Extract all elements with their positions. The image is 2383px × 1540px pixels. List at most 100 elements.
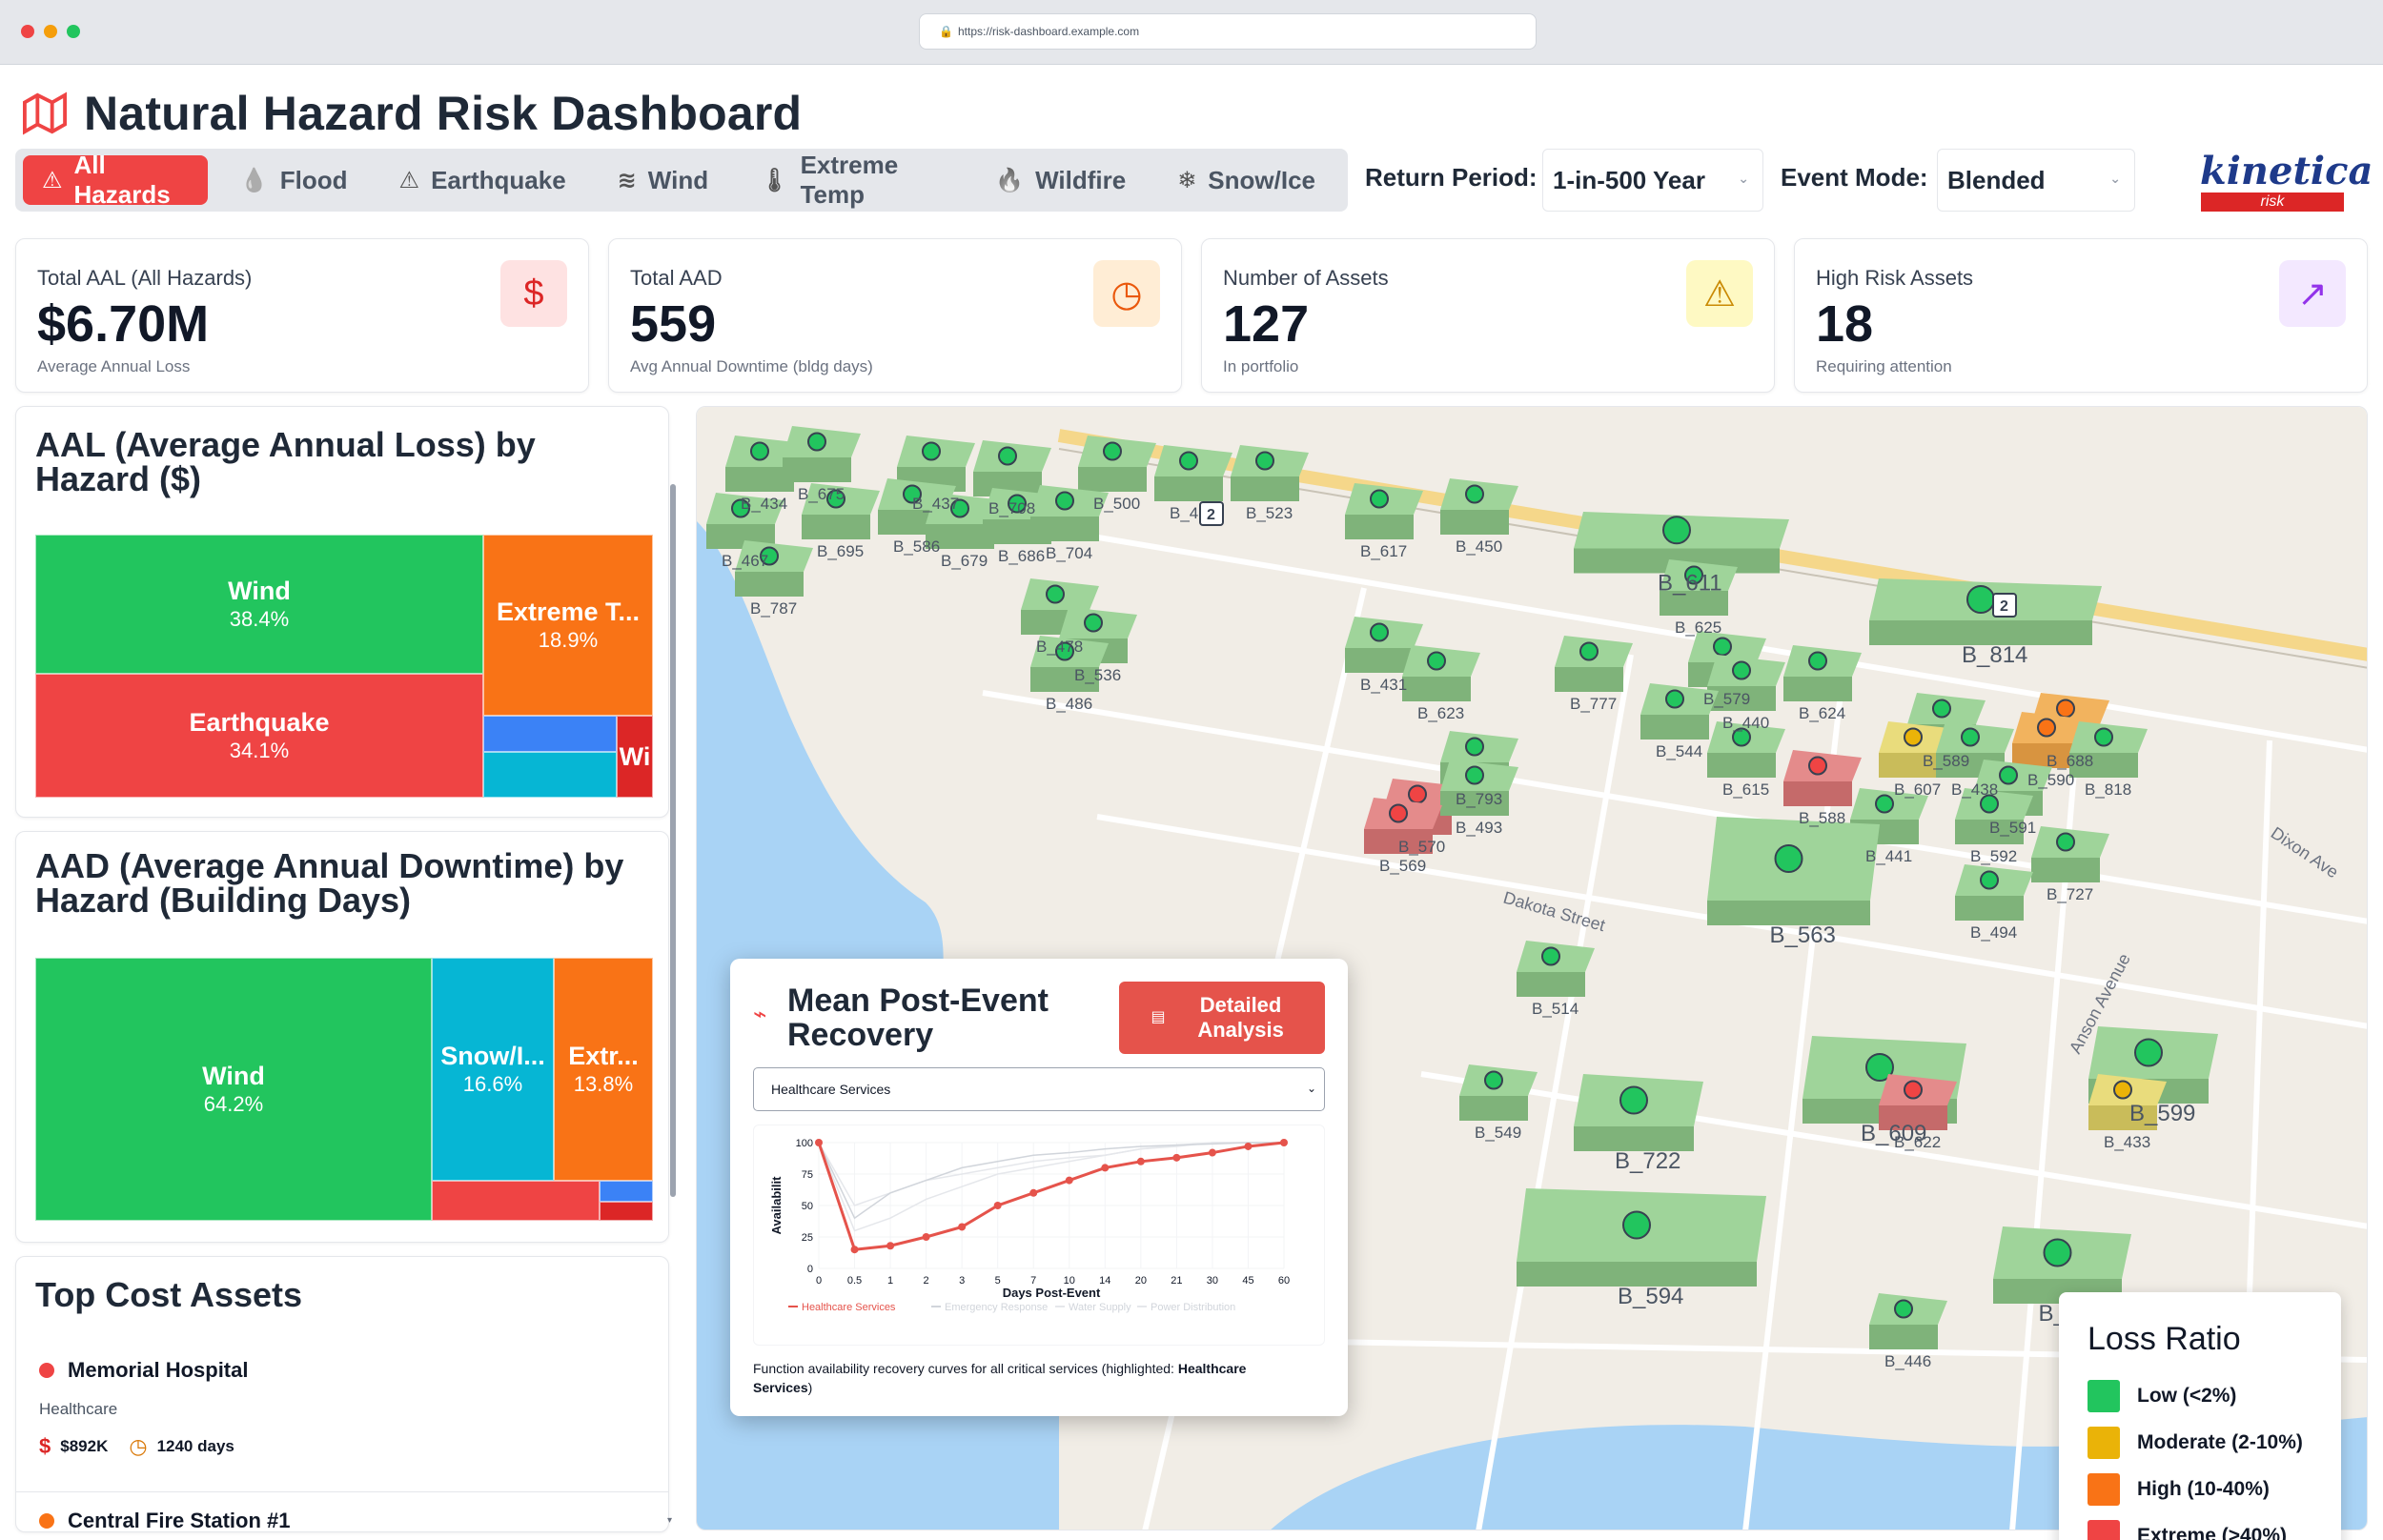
asset-marker[interactable] bbox=[1046, 584, 1065, 604]
asset-marker[interactable] bbox=[1774, 844, 1803, 873]
asset-marker[interactable] bbox=[760, 546, 779, 566]
asset-marker[interactable] bbox=[1622, 1210, 1651, 1240]
building-b-493[interactable] bbox=[1440, 760, 1518, 816]
building-b-549[interactable] bbox=[1459, 1064, 1538, 1121]
asset-marker[interactable] bbox=[1103, 441, 1122, 461]
asset-marker[interactable] bbox=[1684, 565, 1703, 585]
building-b-440[interactable] bbox=[1707, 655, 1785, 711]
asset-marker[interactable] bbox=[1008, 494, 1027, 514]
asset-marker[interactable] bbox=[1713, 637, 1732, 657]
address-bar[interactable]: 🔒 https://risk-dashboard.example.com bbox=[919, 13, 1537, 50]
asset-marker[interactable] bbox=[1980, 794, 1999, 814]
building-b-446[interactable] bbox=[1869, 1293, 1947, 1349]
building-b-623[interactable] bbox=[1402, 645, 1480, 701]
building-b-777[interactable] bbox=[1555, 636, 1633, 692]
window-close-dot[interactable] bbox=[21, 25, 34, 38]
tab-earthquake[interactable]: ⚠ Earthquake bbox=[380, 155, 585, 205]
asset-marker[interactable] bbox=[1966, 585, 1995, 614]
window-minimize-dot[interactable] bbox=[44, 25, 57, 38]
building-b-617[interactable] bbox=[1345, 483, 1423, 539]
building-b-695[interactable] bbox=[802, 483, 880, 539]
building-b-722[interactable] bbox=[1574, 1074, 1703, 1151]
asset-marker[interactable] bbox=[903, 484, 922, 504]
asset-marker[interactable] bbox=[1370, 489, 1389, 509]
asset-marker[interactable] bbox=[1808, 756, 1827, 776]
building-b-704[interactable] bbox=[1030, 485, 1109, 541]
building-b-590[interactable] bbox=[2012, 712, 2090, 768]
asset-marker[interactable] bbox=[2056, 699, 2075, 719]
building-b-431[interactable] bbox=[1345, 617, 1423, 673]
detailed-analysis-button[interactable]: ▤ Detailed Analysis bbox=[1119, 982, 1325, 1054]
asset-marker[interactable] bbox=[1662, 516, 1691, 545]
asset-marker[interactable] bbox=[1665, 689, 1684, 709]
building-b-450[interactable] bbox=[1440, 478, 1518, 535]
building-b-787[interactable] bbox=[735, 540, 813, 597]
asset-marker[interactable] bbox=[1999, 765, 2018, 785]
treemap-cell[interactable] bbox=[432, 1181, 600, 1221]
asset-marker[interactable] bbox=[1932, 699, 1951, 719]
asset-marker[interactable] bbox=[1619, 1085, 1648, 1115]
asset-marker[interactable] bbox=[1579, 641, 1599, 661]
building-b-569[interactable] bbox=[1364, 798, 1442, 854]
building-b-625[interactable] bbox=[1660, 559, 1738, 616]
asset-marker[interactable] bbox=[2043, 1238, 2072, 1267]
building-b-438[interactable] bbox=[1936, 721, 2014, 778]
asset-marker[interactable] bbox=[1055, 491, 1074, 511]
building-b-615[interactable] bbox=[1707, 721, 1785, 778]
asset-marker[interactable] bbox=[1865, 1053, 1894, 1082]
asset-marker[interactable] bbox=[1904, 1080, 1923, 1100]
treemap-cell[interactable] bbox=[600, 1181, 653, 1202]
asset-marker[interactable] bbox=[1465, 737, 1484, 757]
left-column-scrollbar[interactable] bbox=[670, 484, 676, 1197]
asset-marker[interactable] bbox=[1894, 1299, 1913, 1319]
asset-marker[interactable] bbox=[2134, 1038, 2163, 1067]
asset-marker[interactable] bbox=[1732, 727, 1751, 747]
building-b-523[interactable] bbox=[1231, 445, 1309, 501]
tab-snow-ice[interactable]: ❄ Snow/Ice bbox=[1158, 155, 1334, 205]
building-b-592[interactable] bbox=[1955, 788, 2033, 844]
asset-marker[interactable] bbox=[1875, 794, 1894, 814]
asset-marker[interactable] bbox=[1465, 765, 1484, 785]
building-b-716[interactable] bbox=[1993, 1226, 2131, 1304]
treemap-cell[interactable]: Wi bbox=[617, 716, 653, 798]
building-b-514[interactable] bbox=[1517, 941, 1595, 997]
treemap-cell[interactable]: Earthquake 34.1% bbox=[35, 674, 483, 798]
asset-marker[interactable] bbox=[731, 498, 750, 518]
asset-marker[interactable] bbox=[2056, 832, 2075, 852]
building-b-486[interactable] bbox=[1030, 636, 1109, 692]
tab-all-hazards[interactable]: ⚠ All Hazards bbox=[23, 151, 208, 209]
asset-marker[interactable] bbox=[1980, 870, 1999, 890]
asset-marker[interactable] bbox=[1465, 484, 1484, 504]
tab-wildfire[interactable]: 🔥 Wildfire bbox=[976, 155, 1145, 205]
building-b-708[interactable] bbox=[973, 440, 1051, 496]
building-b-494[interactable] bbox=[1955, 864, 2033, 921]
asset-marker[interactable] bbox=[750, 441, 769, 461]
asset-marker[interactable] bbox=[1427, 651, 1446, 671]
asset-item[interactable]: Central Fire Station #1 bbox=[39, 1509, 291, 1531]
asset-marker[interactable] bbox=[1389, 803, 1408, 823]
treemap-cell[interactable] bbox=[483, 716, 617, 752]
asset-marker[interactable] bbox=[2037, 718, 2056, 738]
building-b-818[interactable] bbox=[2069, 721, 2148, 778]
building-b-624[interactable] bbox=[1783, 645, 1862, 701]
asset-marker[interactable] bbox=[922, 441, 941, 461]
asset-marker[interactable] bbox=[2094, 727, 2113, 747]
tab-wind[interactable]: ≋ Wind bbox=[599, 155, 727, 205]
treemap-cell[interactable]: Extr... 13.8% bbox=[554, 958, 653, 1181]
asset-marker[interactable] bbox=[1808, 651, 1827, 671]
return-period-select[interactable]: 1-in-500 Year ⌄ bbox=[1542, 149, 1763, 212]
asset-marker[interactable] bbox=[1484, 1070, 1503, 1090]
asset-item[interactable]: Memorial Hospital Healthcare $ $892K ◷ 1… bbox=[39, 1358, 248, 1459]
asset-marker[interactable] bbox=[1055, 641, 1074, 661]
building-b-607[interactable] bbox=[1879, 721, 1957, 778]
tab-extreme-temp[interactable]: 🌡 Extreme Temp bbox=[741, 151, 963, 209]
asset-marker[interactable] bbox=[2113, 1080, 2132, 1100]
building-b-437[interactable] bbox=[897, 436, 975, 492]
asset-marker[interactable] bbox=[1904, 727, 1923, 747]
asset-marker[interactable] bbox=[1179, 451, 1198, 471]
building-b-563[interactable] bbox=[1707, 817, 1880, 925]
asset-marker[interactable] bbox=[826, 489, 845, 509]
asset-marker[interactable] bbox=[1370, 622, 1389, 642]
tab-flood[interactable]: 💧 Flood bbox=[221, 155, 367, 205]
building-b-814[interactable] bbox=[1869, 578, 2102, 645]
